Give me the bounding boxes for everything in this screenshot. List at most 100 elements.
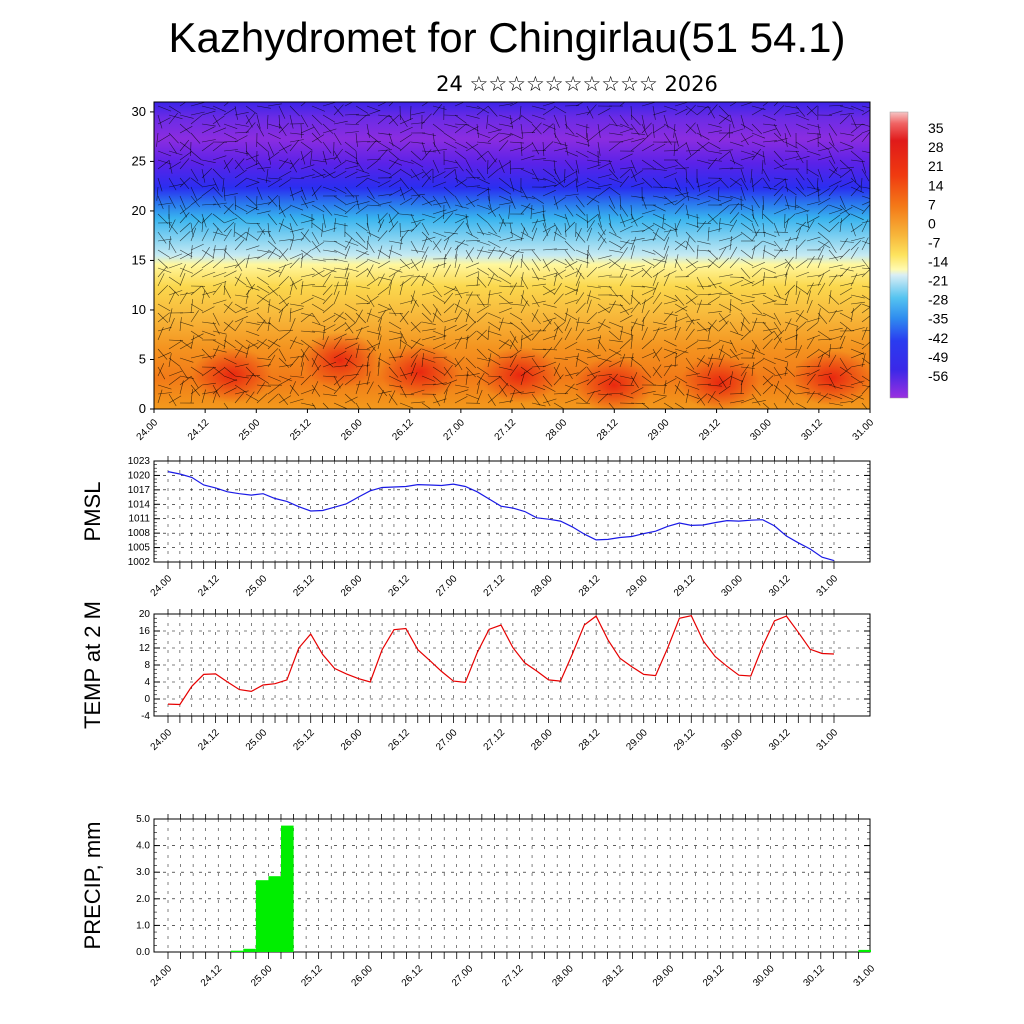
xtick-label: 27.12 bbox=[482, 727, 508, 753]
wind-barb bbox=[542, 317, 557, 323]
wind-barb bbox=[300, 330, 316, 333]
wind-barb bbox=[619, 330, 634, 336]
wind-barb bbox=[223, 281, 226, 296]
wind-barb bbox=[773, 222, 780, 237]
wind-barb bbox=[410, 219, 425, 224]
wind-barb bbox=[630, 269, 644, 278]
wind-barb bbox=[685, 328, 695, 341]
wind-barb bbox=[355, 141, 371, 143]
wind-barb bbox=[729, 114, 735, 129]
wind-barb bbox=[168, 395, 182, 404]
wind-barb bbox=[531, 357, 541, 370]
wind-barb bbox=[531, 393, 541, 406]
wind-barb bbox=[344, 165, 359, 170]
wind-barb bbox=[652, 258, 667, 263]
wind-barb bbox=[718, 151, 731, 161]
wind-barb bbox=[729, 348, 740, 360]
wind-barb bbox=[575, 402, 591, 404]
wind-barb bbox=[641, 114, 646, 129]
wind-barb bbox=[421, 213, 436, 219]
wind-barb bbox=[509, 364, 519, 377]
wind-barb bbox=[761, 159, 764, 175]
wind-barb bbox=[388, 150, 400, 161]
wind-barb bbox=[630, 294, 642, 306]
wind-barb bbox=[333, 204, 347, 213]
wind-barb bbox=[784, 112, 799, 116]
wind-barb bbox=[355, 285, 370, 289]
wind-barb bbox=[663, 200, 678, 206]
wind-barb bbox=[498, 356, 513, 359]
wind-barb bbox=[465, 195, 475, 208]
wind-barb bbox=[784, 318, 792, 332]
wind-barb bbox=[608, 375, 621, 384]
wind-barb bbox=[828, 123, 838, 136]
wind-barb bbox=[157, 273, 165, 287]
wind-barb bbox=[795, 290, 801, 305]
wind-barb bbox=[762, 213, 774, 224]
wind-barb bbox=[201, 168, 206, 183]
wind-barb bbox=[432, 366, 445, 375]
wind-barb bbox=[333, 218, 336, 233]
heat-xtick-label: 27.00 bbox=[442, 417, 468, 443]
wind-barb bbox=[476, 366, 489, 375]
wind-barb bbox=[608, 392, 624, 395]
wind-barb bbox=[388, 245, 393, 260]
wind-barb bbox=[531, 158, 546, 161]
wind-barb bbox=[652, 123, 655, 138]
wind-barb bbox=[861, 258, 870, 271]
wind-barb bbox=[520, 330, 532, 341]
wind-barb bbox=[212, 245, 216, 260]
wind-barb bbox=[619, 166, 634, 170]
wind-barb bbox=[443, 303, 455, 314]
wind-barb bbox=[476, 231, 491, 236]
wind-barb bbox=[388, 189, 402, 197]
wind-barb bbox=[696, 200, 711, 206]
wind-barb bbox=[553, 283, 562, 296]
wind-barb bbox=[410, 401, 425, 404]
wind-barb bbox=[861, 315, 870, 323]
wind-barb bbox=[333, 105, 344, 117]
wind-barb bbox=[421, 303, 432, 315]
wind-barb bbox=[388, 267, 403, 273]
wind-barb bbox=[377, 141, 391, 150]
wind-barb bbox=[322, 114, 336, 123]
wind-barb bbox=[311, 114, 323, 125]
wind-barb bbox=[707, 104, 718, 116]
wind-barb bbox=[454, 309, 463, 323]
wind-barb bbox=[762, 186, 777, 190]
wind-barb bbox=[740, 155, 755, 161]
wind-barb bbox=[817, 168, 824, 183]
wind-barb bbox=[663, 339, 677, 347]
wind-barb bbox=[311, 185, 322, 197]
wind-barb bbox=[190, 114, 203, 125]
wind-barb bbox=[333, 350, 347, 359]
wind-barb bbox=[443, 212, 454, 224]
wind-barb bbox=[619, 204, 629, 217]
wind-barb bbox=[784, 213, 786, 229]
wind-barb bbox=[454, 336, 463, 350]
wind-barb bbox=[641, 159, 654, 169]
wind-barb bbox=[685, 312, 695, 325]
wind-barb bbox=[388, 102, 394, 107]
wind-barb bbox=[157, 150, 172, 157]
wind-barb bbox=[311, 339, 325, 347]
wind-barb bbox=[223, 320, 234, 332]
wind-barb bbox=[498, 103, 513, 107]
wind-barb bbox=[795, 326, 798, 341]
wind-barb bbox=[487, 353, 492, 368]
wind-barb bbox=[817, 188, 830, 197]
wind-barb bbox=[663, 228, 672, 242]
wind-barb bbox=[817, 353, 824, 368]
wind-barb bbox=[597, 393, 613, 396]
wind-barb bbox=[707, 341, 720, 350]
wind-barb bbox=[300, 123, 302, 139]
wind-barb bbox=[586, 177, 600, 185]
wind-barb bbox=[784, 123, 792, 137]
wind-barb bbox=[322, 357, 334, 368]
wind-barb bbox=[366, 339, 376, 352]
wind-barb bbox=[421, 113, 432, 125]
wind-barb bbox=[762, 177, 772, 190]
wind-barb bbox=[707, 141, 721, 150]
wind-barb bbox=[300, 200, 315, 206]
